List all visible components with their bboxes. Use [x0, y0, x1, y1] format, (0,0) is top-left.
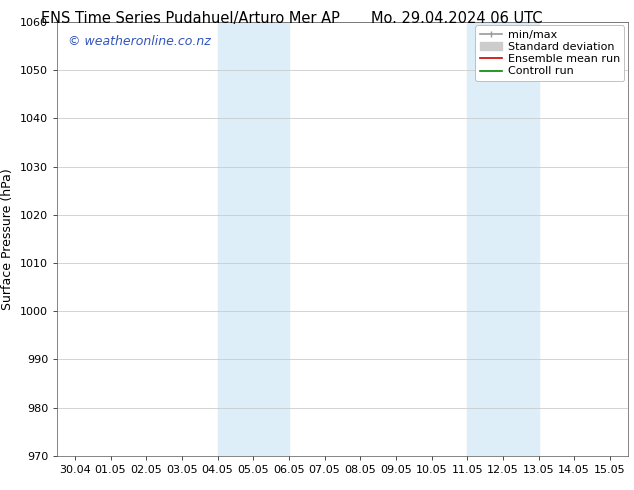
- Bar: [467, 22, 503, 456]
- Y-axis label: Surface Pressure (hPa): Surface Pressure (hPa): [1, 168, 15, 310]
- Bar: [217, 22, 253, 456]
- Bar: [503, 22, 538, 456]
- Legend: min/max, Standard deviation, Ensemble mean run, Controll run: min/max, Standard deviation, Ensemble me…: [476, 25, 624, 81]
- Bar: [253, 22, 289, 456]
- Text: Mo. 29.04.2024 06 UTC: Mo. 29.04.2024 06 UTC: [371, 11, 542, 26]
- Text: © weatheronline.co.nz: © weatheronline.co.nz: [68, 35, 211, 48]
- Text: ENS Time Series Pudahuel/Arturo Mer AP: ENS Time Series Pudahuel/Arturo Mer AP: [41, 11, 340, 26]
